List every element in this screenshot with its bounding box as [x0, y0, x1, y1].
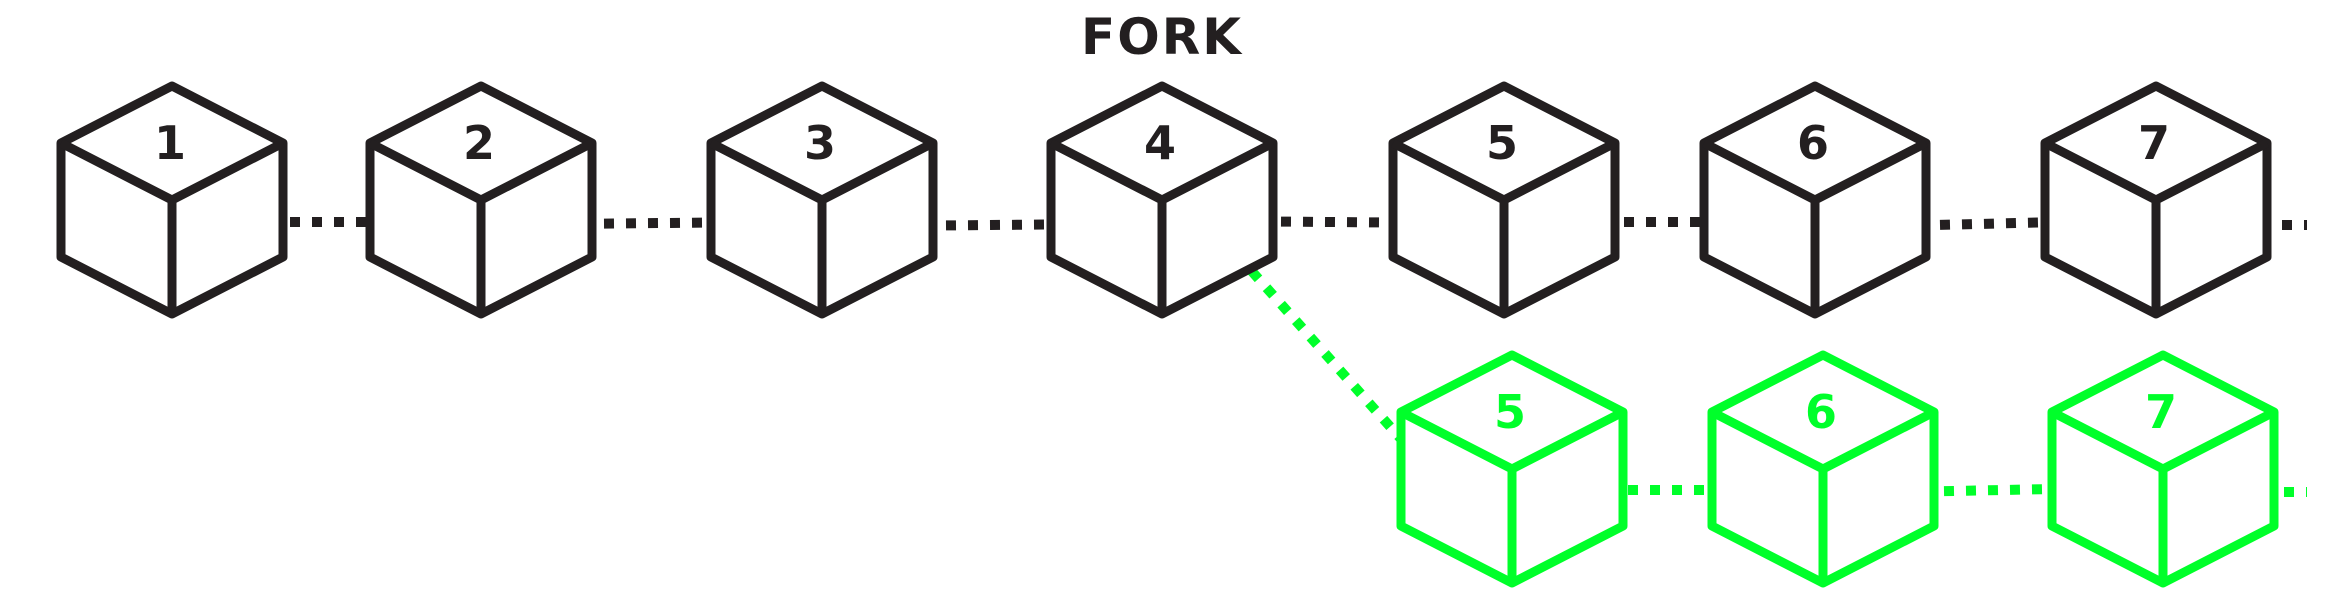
main-chain-block: 3	[706, 81, 938, 319]
main-chain-block: 4	[1046, 81, 1278, 319]
fork-chain-block: 6	[1707, 350, 1939, 588]
fork-chain-block: 5	[1396, 350, 1628, 588]
main-chain-link	[879, 219, 1105, 231]
diagram-title: FORK	[1081, 8, 1243, 66]
main-chain-block: 2	[365, 81, 597, 319]
main-chain-block: 5	[1388, 81, 1620, 319]
block-number: 6	[1797, 116, 1829, 170]
main-chain-block: 6	[1699, 81, 1931, 319]
block-number: 5	[1486, 116, 1518, 170]
block-number: 6	[1805, 385, 1837, 439]
block-number: 7	[2145, 385, 2177, 439]
main-chain-block: 1	[56, 81, 288, 319]
block-number: 5	[1494, 385, 1526, 439]
block-number: 3	[804, 116, 836, 170]
block-number: 4	[1144, 116, 1176, 170]
block-number: 2	[463, 116, 495, 170]
fork-branch-link	[1204, 218, 1454, 498]
main-chain-link	[1214, 216, 1448, 228]
chain-blocks: 1 2 3 4 5 6 7 5 6 7	[56, 81, 2279, 588]
main-chain-block: 7	[2040, 81, 2272, 319]
block-number: 1	[154, 116, 186, 170]
fork-chain-block: 7	[2047, 350, 2279, 588]
block-number: 7	[2138, 116, 2170, 170]
